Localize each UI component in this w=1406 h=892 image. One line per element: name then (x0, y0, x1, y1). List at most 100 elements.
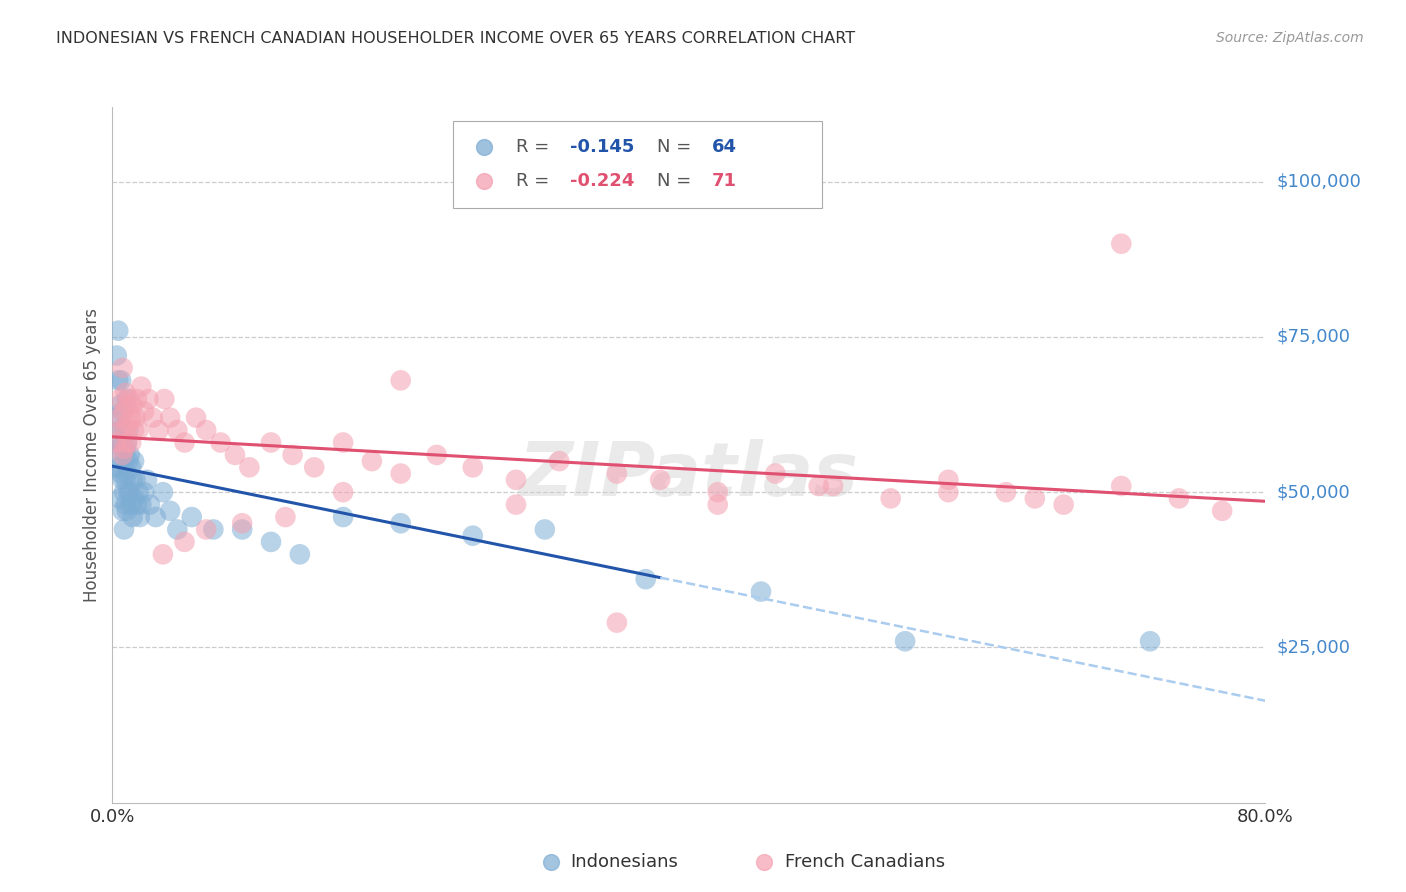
Point (288, 547, 311, 561)
Point (880, 491, 903, 506)
Text: N =: N = (657, 137, 696, 156)
Point (115, 435, 138, 450)
Point (127, 423, 149, 437)
Point (111, 404, 134, 418)
Point (274, 510, 297, 524)
Point (173, 435, 195, 450)
Text: R =: R = (516, 172, 555, 191)
Point (281, 448, 304, 462)
Point (426, 448, 449, 462)
Point (121, 510, 143, 524)
Text: $100,000: $100,000 (1277, 172, 1361, 191)
Point (110, 373, 132, 387)
Point (148, 423, 170, 437)
Point (110, 423, 132, 437)
Point (118, 392, 141, 406)
Point (461, 460, 484, 475)
Point (184, 410, 207, 425)
Point (107, 442, 129, 456)
Point (548, 454, 571, 468)
Point (505, 473, 527, 487)
Point (202, 523, 225, 537)
Point (195, 523, 218, 537)
Point (1052, 498, 1074, 512)
Point (159, 410, 181, 425)
Point (1139, 634, 1161, 648)
Point (122, 423, 145, 437)
FancyBboxPatch shape (453, 121, 821, 208)
Point (117, 454, 139, 468)
Point (166, 523, 188, 537)
Point (108, 423, 131, 437)
Point (112, 485, 135, 500)
Text: $75,000: $75,000 (1277, 328, 1351, 346)
Point (121, 473, 143, 487)
Point (565, 796, 588, 810)
Point (332, 485, 354, 500)
Point (108, 392, 131, 406)
Point (606, 615, 628, 630)
Point (105, 435, 128, 450)
Point (565, 796, 588, 810)
Point (648, 796, 672, 810)
Point (461, 529, 484, 543)
Text: ZIPatlas: ZIPatlas (519, 439, 859, 512)
Point (110, 467, 132, 481)
Text: $25,000: $25,000 (1277, 639, 1351, 657)
Point (332, 510, 354, 524)
Point (114, 442, 136, 456)
Point (995, 485, 1018, 500)
Point (634, 572, 657, 586)
Point (936, 473, 959, 487)
Point (105, 410, 128, 425)
Point (111, 442, 134, 456)
Text: -0.145: -0.145 (571, 137, 634, 156)
Point (118, 448, 141, 462)
Point (115, 392, 138, 406)
Point (111, 473, 134, 487)
Point (125, 498, 148, 512)
Point (115, 467, 138, 481)
Point (533, 523, 555, 537)
Point (107, 324, 129, 338)
Point (260, 534, 283, 549)
Point (117, 485, 139, 500)
Point (706, 498, 728, 512)
Point (505, 498, 527, 512)
Text: -0.224: -0.224 (571, 172, 634, 191)
Point (112, 404, 135, 418)
Text: 71: 71 (711, 172, 737, 191)
Point (124, 410, 146, 425)
Point (122, 454, 145, 468)
Point (166, 423, 188, 437)
Point (648, 473, 672, 487)
Point (332, 435, 354, 450)
Point (209, 435, 232, 450)
Point (138, 392, 160, 406)
Point (936, 485, 959, 500)
Point (114, 473, 136, 487)
Point (821, 479, 844, 493)
Point (915, 796, 938, 810)
Point (112, 423, 135, 437)
Point (120, 435, 142, 450)
Point (124, 473, 146, 487)
Point (117, 417, 139, 431)
Point (111, 504, 134, 518)
Text: R =: R = (516, 137, 555, 156)
Point (894, 634, 917, 648)
Point (108, 460, 131, 475)
Point (706, 485, 728, 500)
Point (120, 498, 142, 512)
Point (134, 404, 156, 418)
Point (104, 460, 127, 475)
Point (117, 423, 139, 437)
Point (152, 485, 174, 500)
Point (152, 547, 174, 561)
Point (1211, 504, 1233, 518)
Point (114, 385, 136, 400)
Point (260, 435, 283, 450)
Point (389, 373, 412, 387)
Point (115, 435, 138, 450)
Point (108, 491, 131, 506)
